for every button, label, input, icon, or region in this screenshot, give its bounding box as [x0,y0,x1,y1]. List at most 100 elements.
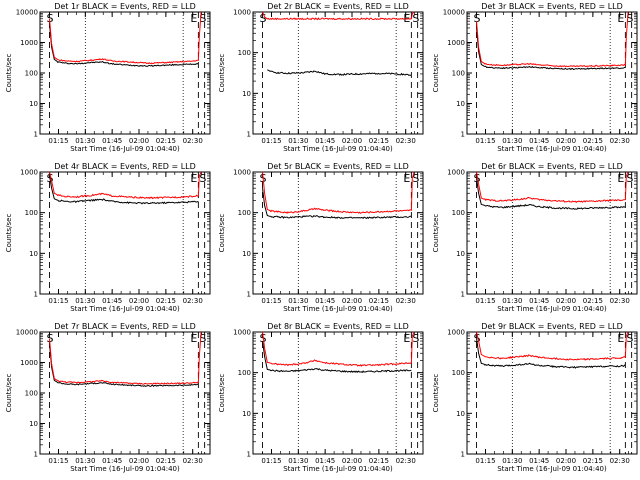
y-tick-label: 1000 [447,169,465,177]
y-tick-label: 1 [461,451,465,459]
panel-det-5r: Det 5r BLACK = Events, RED = LLD10001001… [218,162,424,313]
x-axis-label: Start Time (16-Jul-09 01:04:40) [497,145,607,153]
x-axis-label: Start Time (16-Jul-09 01:04:40) [70,465,180,473]
panel-title: Det 1r BLACK = Events, RED = LLD [54,2,196,11]
x-tick-label: 01:30 [502,457,522,465]
end-marker: E [190,12,197,25]
x-axis-label: Start Time (16-Jul-09 01:04:40) [70,305,180,313]
x-axis-label: Start Time (16-Jul-09 01:04:40) [497,305,607,313]
x-tick-label: 01:45 [315,137,335,145]
x-tick-label: 01:30 [502,137,522,145]
x-tick-label: 02:00 [342,457,362,465]
panel-det-7r: Det 7r BLACK = Events, RED = LLD10000100… [5,322,211,473]
x-tick-label: 02:30 [183,297,203,305]
x-tick-label: 02:00 [342,137,362,145]
y-tick-label: 10 [242,250,251,258]
series-line-lld [262,331,415,367]
axes-frame [39,331,211,455]
x-tick-label: 02:00 [129,297,149,305]
y-tick-label: 10000 [16,9,38,17]
y-tick-label: 100 [25,209,38,217]
series-line-events [49,175,199,205]
x-tick-label: 01:45 [102,137,122,145]
y-tick-label: 1 [461,131,465,139]
x-tick-label: 02:30 [396,297,416,305]
axes-frame [252,331,424,455]
end-marker: E [190,172,197,185]
x-tick-label: 01:15 [48,457,68,465]
y-tick-label: 1000 [20,39,38,47]
series-line-lld [262,11,415,21]
x-tick-label: 01:45 [315,297,335,305]
x-tick-label: 02:00 [342,297,362,305]
y-axis-label: Counts/sec [432,214,440,253]
y-tick-label: 1 [34,131,38,139]
x-tick-label: 02:15 [156,457,176,465]
y-axis-label: Counts/sec [5,214,13,253]
x-tick-label: 01:45 [529,297,549,305]
series-line-lld [49,171,202,200]
panel-det-9r: Det 9r BLACK = Events, RED = LLD10001001… [432,322,638,473]
y-tick-label: 1 [34,451,38,459]
y-tick-label: 100 [452,70,465,78]
x-tick-label: 01:15 [261,457,281,465]
y-tick-label: 1 [34,291,38,299]
y-tick-label: 100 [238,369,251,377]
x-tick-label: 02:15 [583,297,603,305]
x-axis-label: Start Time (16-Jul-09 01:04:40) [70,145,180,153]
series-line-events [262,340,412,374]
x-tick-label: 02:15 [583,137,603,145]
start-marker: S [199,172,206,185]
start-marker: S [473,12,480,25]
series-line-lld [49,331,202,385]
end-marker: E [403,332,410,345]
x-tick-label: 02:30 [183,137,203,145]
series-line-lld [49,11,202,65]
x-tick-label: 02:30 [610,137,630,145]
series-line-events [267,69,412,76]
y-tick-label: 10000 [443,9,465,17]
panel-title: Det 8r BLACK = Events, RED = LLD [267,322,409,331]
x-tick-label: 02:30 [610,457,630,465]
panel-det-1r: Det 1r BLACK = Events, RED = LLD 10000 100… [5,2,211,153]
start-marker: S [46,12,53,25]
x-tick-label: 01:15 [48,137,68,145]
x-tick-label: 01:15 [475,457,495,465]
x-tick-label: 01:30 [288,297,308,305]
y-tick-label: 100 [452,369,465,377]
x-tick-label: 02:15 [369,297,389,305]
axes-frame [466,171,638,295]
x-tick-label: 01:15 [261,137,281,145]
series-line-lld [476,331,629,361]
panel-det-3r: Det 3r BLACK = Events, RED = LLD10000100… [432,2,638,153]
x-tick-label: 01:45 [102,297,122,305]
series-line-events [49,344,199,387]
x-tick-label: 01:30 [502,297,522,305]
x-tick-label: 01:30 [288,137,308,145]
axes-frame [39,171,211,295]
y-axis-label: Counts/sec [5,374,13,413]
x-tick-label: 01:15 [261,297,281,305]
x-axis-label: Start Time (16-Jul-09 01:04:40) [283,145,393,153]
axes-frame [466,11,638,135]
x-tick-label: 02:30 [610,297,630,305]
end-marker: E [617,172,624,185]
end-marker: E [617,12,624,25]
end-marker: E [190,332,197,345]
panel-title: Det 2r BLACK = Events, RED = LLD [267,2,409,11]
panel-title: Det 6r BLACK = Events, RED = LLD [481,162,623,171]
x-tick-label: 02:15 [156,297,176,305]
axes-frame [252,171,424,295]
x-tick-label: 02:30 [396,137,416,145]
y-tick-label: 1000 [20,359,38,367]
series-line-lld [476,171,629,204]
start-marker: S [199,12,206,25]
start-marker: S [626,332,633,345]
y-tick-label: 10 [456,100,465,108]
x-tick-label: 01:45 [529,457,549,465]
y-tick-label: 10 [456,410,465,418]
y-tick-label: 10 [29,250,38,258]
y-tick-label: 10 [29,420,38,428]
y-tick-label: 100 [238,49,251,57]
start-marker: S [259,12,266,25]
